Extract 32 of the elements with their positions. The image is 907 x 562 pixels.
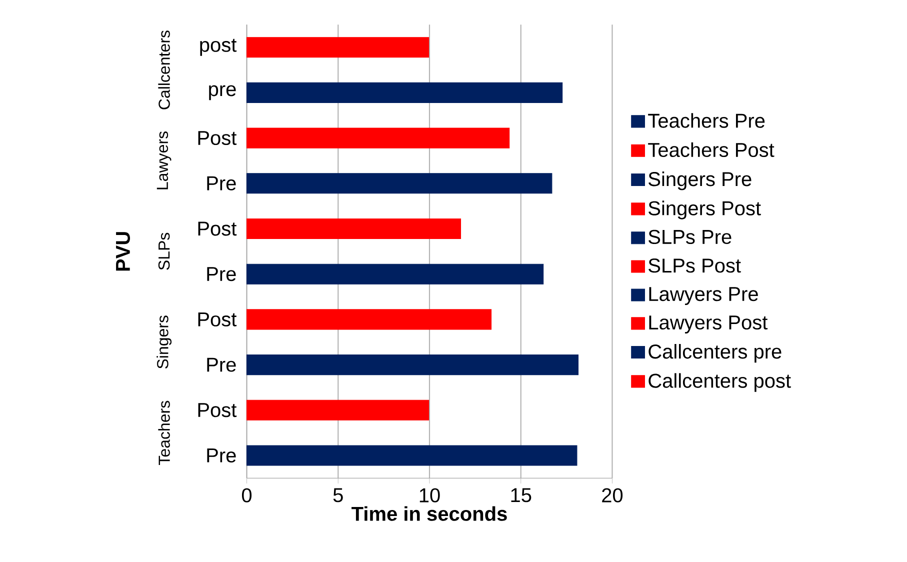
y-tick-label: Pre xyxy=(207,176,236,190)
text: Callcenters xyxy=(158,30,170,110)
x-axis-title: Time in seconds xyxy=(352,506,507,521)
y-tick-label: Post xyxy=(198,222,237,236)
text: Singers xyxy=(156,315,172,368)
x-tick-label: 15 xyxy=(511,488,532,502)
legend-label: Teachers Pre xyxy=(648,113,765,128)
y-tick-label: Pre xyxy=(207,448,236,462)
legend-label: SLPs Pre xyxy=(648,230,732,244)
legend-label: Teachers Post xyxy=(648,142,774,157)
x-tick-label: 5 xyxy=(333,488,343,502)
y-tick-label: Post xyxy=(198,130,237,145)
legend-label: SLPs Post xyxy=(648,258,741,273)
x-tick-label: 0 xyxy=(242,488,252,502)
x-tick-label: 20 xyxy=(602,488,623,502)
legend-label: Lawyers Pre xyxy=(649,287,758,305)
y-axis-title: PVU xyxy=(116,232,130,271)
y-tick-label: post xyxy=(200,38,237,56)
y-tick-label: Pre xyxy=(207,358,236,372)
y-tick-label: Post xyxy=(198,312,237,326)
y-tick-label: Pre xyxy=(207,267,236,281)
legend-label: Lawyers Post xyxy=(649,315,768,334)
y-tick-label: pre xyxy=(209,85,236,100)
x-tick-label: 10 xyxy=(420,488,440,502)
legend-label: Singers Post xyxy=(648,200,761,220)
text: Teachers xyxy=(158,400,170,465)
legend-label: Callcenters post xyxy=(648,373,791,392)
y-tick-label: Post xyxy=(198,403,237,418)
legend-label: Callcenters pre xyxy=(648,344,782,363)
text: SLPs xyxy=(158,232,170,270)
legend-label: Singers Pre xyxy=(648,171,752,190)
text: Lawyers xyxy=(156,131,172,190)
